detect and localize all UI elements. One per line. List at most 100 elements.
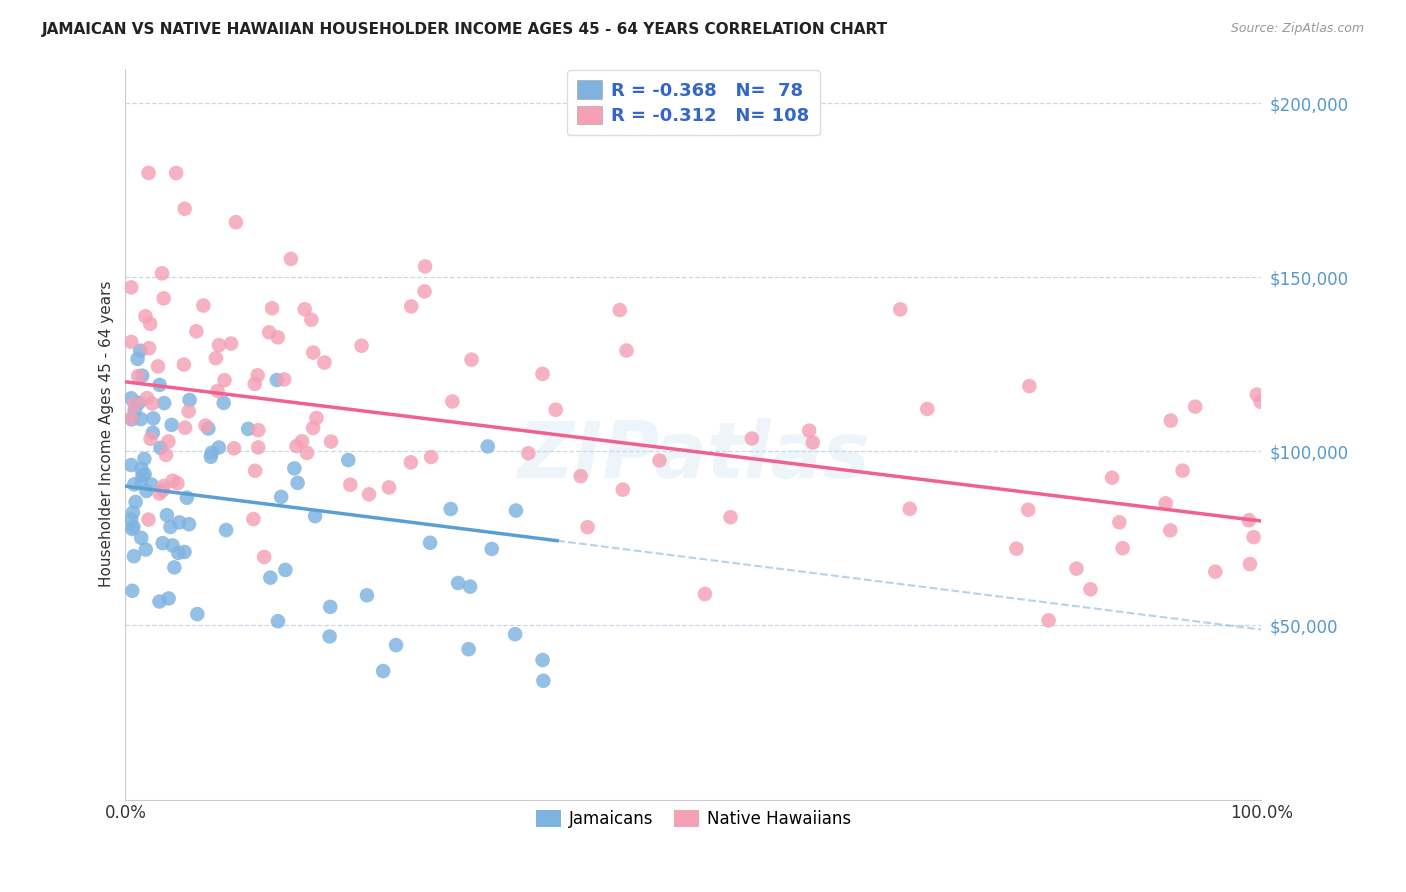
Point [246, 368, 269, 383]
Point [215, 523, 238, 537]
Point [447, 576, 470, 591]
Point [225, 215, 247, 229]
Point [134, 467, 156, 482]
Point [401, 300, 423, 314]
Point [200, 450, 222, 464]
Point [267, 614, 290, 628]
Point [222, 442, 245, 456]
Point [129, 412, 152, 426]
Point [576, 520, 599, 534]
Point [152, 291, 174, 305]
Point [160, 417, 183, 432]
Point [177, 517, 200, 532]
Point [302, 421, 325, 435]
Point [440, 502, 463, 516]
Point [302, 345, 325, 359]
Point [177, 404, 200, 418]
Point [371, 664, 394, 678]
Point [1101, 470, 1123, 484]
Point [205, 351, 228, 366]
Point [153, 396, 176, 410]
Point [243, 376, 266, 391]
Point [1038, 613, 1060, 627]
Point [138, 341, 160, 355]
Point [124, 403, 146, 417]
Point [378, 480, 401, 494]
Point [127, 369, 149, 384]
Point [517, 446, 540, 460]
Point [173, 358, 195, 372]
Point [120, 512, 142, 526]
Point [122, 477, 145, 491]
Point [129, 343, 152, 358]
Point [294, 302, 316, 317]
Point [120, 458, 142, 472]
Point [299, 312, 322, 326]
Point [1108, 516, 1130, 530]
Point [1243, 530, 1265, 544]
Point [214, 373, 236, 387]
Point [419, 535, 441, 549]
Point [122, 505, 145, 519]
Point [612, 483, 634, 497]
Point [201, 446, 224, 460]
Point [157, 434, 180, 449]
Point [274, 563, 297, 577]
Point [162, 538, 184, 552]
Point [142, 425, 165, 440]
Point [477, 440, 499, 454]
Point [319, 434, 342, 449]
Point [219, 336, 242, 351]
Point [460, 352, 482, 367]
Point [121, 412, 143, 426]
Legend: Jamaicans, Native Hawaiians: Jamaicans, Native Hawaiians [529, 804, 858, 835]
Point [162, 474, 184, 488]
Point [136, 391, 159, 405]
Point [253, 549, 276, 564]
Point [1017, 502, 1039, 516]
Point [121, 522, 143, 536]
Point [1080, 582, 1102, 597]
Point [134, 451, 156, 466]
Point [167, 546, 190, 560]
Point [193, 298, 215, 312]
Point [152, 479, 174, 493]
Point [741, 432, 763, 446]
Point [120, 280, 142, 294]
Point [399, 455, 422, 469]
Point [141, 477, 163, 491]
Point [247, 441, 270, 455]
Point [339, 477, 361, 491]
Point [208, 441, 231, 455]
Point [141, 396, 163, 410]
Point [1246, 387, 1268, 401]
Point [174, 420, 197, 434]
Point [142, 411, 165, 425]
Point [1159, 524, 1181, 538]
Point [131, 468, 153, 483]
Text: JAMAICAN VS NATIVE HAWAIIAN HOUSEHOLDER INCOME AGES 45 - 64 YEARS CORRELATION CH: JAMAICAN VS NATIVE HAWAIIAN HOUSEHOLDER … [42, 22, 889, 37]
Point [121, 583, 143, 598]
Point [207, 384, 229, 398]
Point [139, 432, 162, 446]
Point [186, 607, 208, 621]
Point [120, 411, 142, 425]
Point [318, 630, 340, 644]
Point [247, 423, 270, 437]
Text: Source: ZipAtlas.com: Source: ZipAtlas.com [1230, 22, 1364, 36]
Point [1160, 413, 1182, 427]
Point [295, 446, 318, 460]
Y-axis label: Householder Income Ages 45 - 64 years: Householder Income Ages 45 - 64 years [100, 281, 114, 587]
Point [122, 549, 145, 564]
Point [194, 418, 217, 433]
Point [166, 476, 188, 491]
Point [898, 501, 921, 516]
Point [129, 475, 152, 489]
Point [212, 396, 235, 410]
Point [163, 560, 186, 574]
Point [134, 310, 156, 324]
Point [314, 355, 336, 369]
Point [266, 373, 288, 387]
Point [1154, 496, 1177, 510]
Point [350, 339, 373, 353]
